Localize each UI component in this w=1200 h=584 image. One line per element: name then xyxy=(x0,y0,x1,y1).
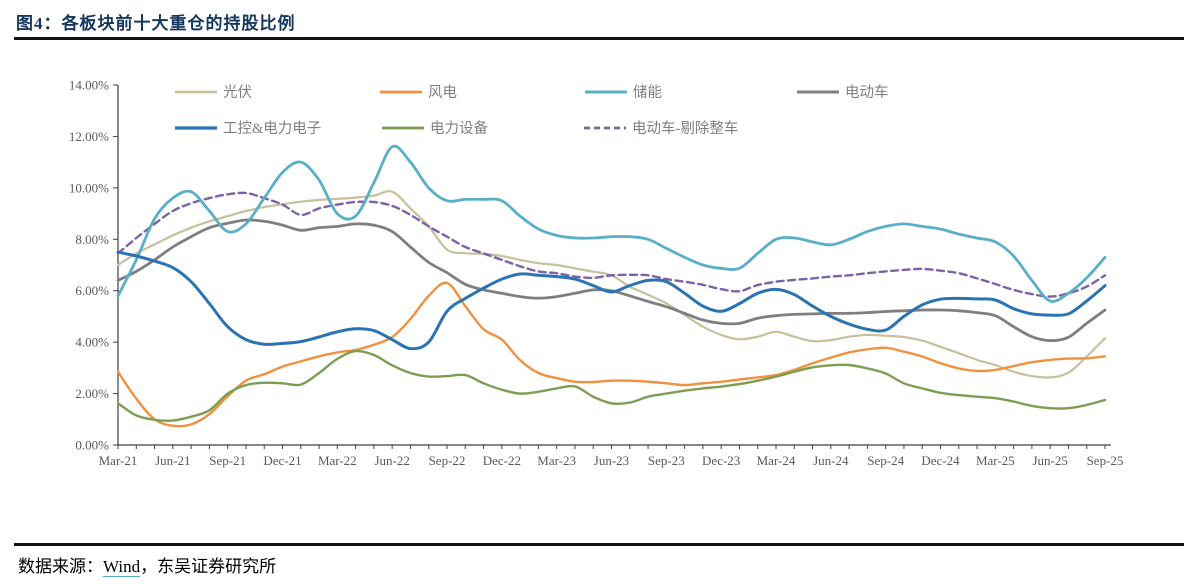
y-tick-label: 12.00% xyxy=(69,129,109,144)
x-tick-label: Dec-22 xyxy=(483,453,521,468)
legend-item-0: 光伏 xyxy=(175,84,252,101)
source-note: 数据来源：Wind，东吴证券研究所 xyxy=(18,552,276,577)
x-tick-label: Sep-24 xyxy=(867,453,904,468)
legend-label: 光伏 xyxy=(223,84,252,101)
x-tick-label: Mar-24 xyxy=(757,453,796,468)
x-tick-label: Mar-21 xyxy=(99,453,138,468)
y-tick-label: 10.00% xyxy=(69,180,109,195)
legend-item-3: 电动车 xyxy=(797,84,889,101)
x-tick-label: Dec-24 xyxy=(921,453,960,468)
figure-title: 图4：各板块前十大重仓的持股比例 xyxy=(16,14,296,33)
y-tick-label: 2.00% xyxy=(75,386,109,401)
legend-label: 电力设备 xyxy=(430,120,488,137)
x-tick-label: Mar-22 xyxy=(318,453,357,468)
title-divider xyxy=(14,37,1184,40)
x-tick-label: Dec-21 xyxy=(263,453,301,468)
legend-item-2: 储能 xyxy=(585,84,662,101)
y-tick-label: 4.00% xyxy=(75,335,109,350)
legend-item-4: 工控&电力电子 xyxy=(175,120,321,137)
series-line-4 xyxy=(116,250,1107,351)
x-tick-label: Sep-23 xyxy=(648,453,685,468)
x-tick-label: Sep-25 xyxy=(1087,453,1124,468)
y-tick-label: 0.00% xyxy=(75,438,109,453)
legend-item-6: 电动车-剔除整车 xyxy=(584,120,738,137)
legend-label: 风电 xyxy=(428,84,457,101)
x-tick-label: Mar-25 xyxy=(976,453,1015,468)
y-tick-label: 14.00% xyxy=(69,78,109,93)
x-tick-label: Jun-24 xyxy=(813,453,849,468)
x-tick-label: Jun-21 xyxy=(155,453,190,468)
legend-item-1: 风电 xyxy=(380,84,457,101)
legend-label: 电动车-剔除整车 xyxy=(632,120,738,137)
x-tick-label: Sep-22 xyxy=(429,453,466,468)
x-tick-label: Mar-23 xyxy=(537,453,576,468)
wind-link[interactable]: Wind xyxy=(103,557,141,577)
x-tick-label: Jun-22 xyxy=(374,453,409,468)
x-tick-label: Jun-25 xyxy=(1032,453,1067,468)
legend-label: 电动车 xyxy=(845,84,889,101)
series-line-6 xyxy=(116,191,1107,298)
legend-label: 储能 xyxy=(633,84,662,101)
series-line-5 xyxy=(116,349,1107,423)
series-line-1 xyxy=(116,281,1107,428)
footer-divider xyxy=(14,543,1184,546)
legend-label: 工控&电力电子 xyxy=(223,120,321,137)
source-label: 数据来源： xyxy=(18,557,103,576)
series-line-0 xyxy=(116,190,1107,379)
x-tick-label: Sep-21 xyxy=(209,453,246,468)
x-tick-label: Jun-23 xyxy=(594,453,629,468)
source-suffix: ，东吴证券研究所 xyxy=(140,557,277,576)
series-line-2 xyxy=(116,144,1107,303)
y-tick-label: 8.00% xyxy=(75,232,109,247)
legend-item-5: 电力设备 xyxy=(382,120,488,137)
x-tick-label: Dec-23 xyxy=(702,453,740,468)
y-tick-label: 6.00% xyxy=(75,283,109,298)
